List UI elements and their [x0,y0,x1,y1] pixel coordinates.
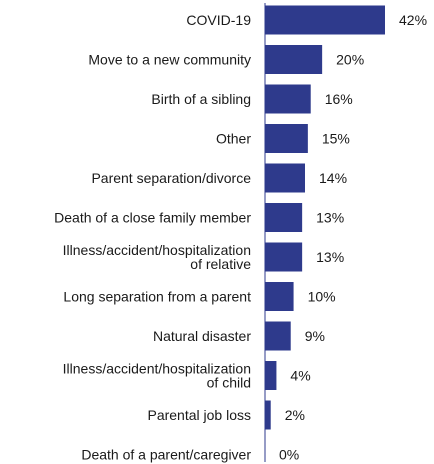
value-label: 13% [316,210,344,226]
category-label: Birth of a sibling [151,91,251,107]
category-label-line: Birth of a sibling [151,91,251,107]
bar [265,282,294,311]
category-label-line: Long separation from a parent [63,289,251,305]
value-label: 9% [305,328,325,344]
category-label-line: Parental job loss [147,407,251,423]
category-label-line: of child [207,375,251,391]
bar [265,361,277,390]
category-label-line: of relative [190,256,251,272]
category-label-line: Illness/accident/hospitalization [63,242,251,258]
category-label-line: Death of a parent/caregiver [81,447,251,463]
category-label: Other [216,131,251,147]
value-label: 13% [316,249,344,265]
bar [265,45,323,74]
value-label: 15% [322,131,350,147]
category-label-line: Death of a close family member [54,210,251,226]
category-label: Move to a new community [88,52,251,68]
category-label-line: COVID-19 [186,12,251,28]
category-label: Natural disaster [153,328,251,344]
category-label: Illness/accident/hospitalization of relat… [63,242,252,272]
category-label: Parental job loss [147,407,251,423]
category-label: Illness/accident/hospitalization of child [63,361,251,391]
category-label-line: Other [216,131,251,147]
value-label: 2% [285,407,305,423]
bar [265,124,308,153]
value-label: 10% [308,289,336,305]
bar [265,203,303,232]
category-label-line: Move to a new community [88,52,251,68]
bar [265,5,385,35]
value-label: 16% [325,91,353,107]
category-label: Death of a close family member [54,210,251,226]
category-label: COVID-19 [186,12,251,28]
value-label: 0% [279,447,299,463]
category-label: Death of a parent/caregiver [81,447,251,463]
category-label: Parent separation/divorce [91,170,251,186]
value-label: 20% [336,52,364,68]
category-label-line: Natural disaster [153,328,251,344]
bar [265,84,311,114]
bar [265,321,291,351]
category-label: Long separation from a parent [63,289,251,305]
bar [265,242,303,272]
category-label-line: Illness/accident/hospitalization [63,361,251,377]
category-label-line: Parent separation/divorce [91,170,251,186]
value-label: 42% [399,12,427,28]
bar [265,163,305,193]
value-label: 14% [319,170,347,186]
value-label: 4% [290,368,310,384]
bar [265,400,271,430]
